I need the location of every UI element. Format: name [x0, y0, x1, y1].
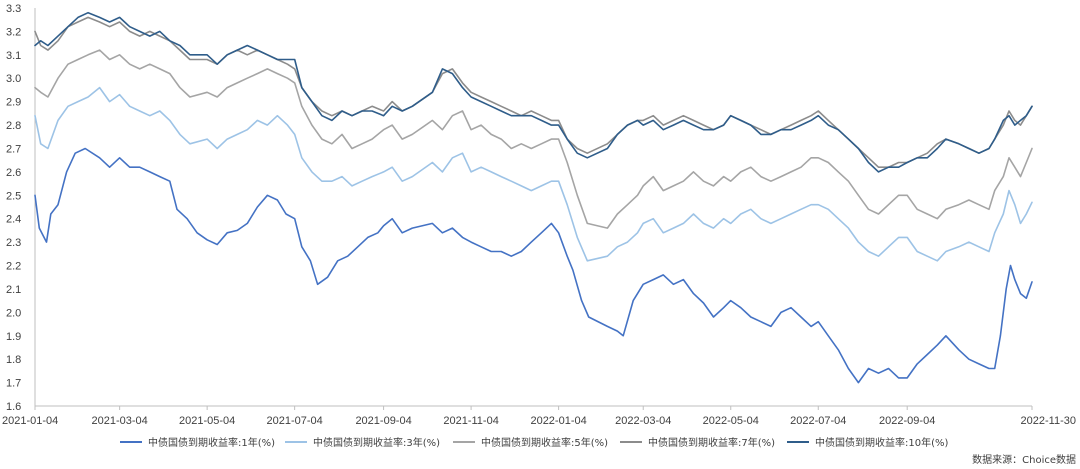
series-line-1 [34, 86, 1033, 262]
y-tick-label: 3.3 [6, 3, 21, 15]
x-tick-label: 2022-05-04 [703, 415, 759, 427]
y-tick-label: 3.2 [6, 26, 21, 38]
legend-label-3: 中债国债到期收益率:7年(%) [648, 436, 775, 449]
series-line-2 [34, 49, 1033, 229]
y-tick-label: 2.2 [6, 261, 21, 273]
y-tick-label: 2.4 [6, 214, 21, 226]
y-tick-label: 2.3 [6, 237, 21, 249]
y-tick-label: 1.6 [6, 401, 21, 413]
y-tick-label: 2.1 [6, 284, 21, 296]
x-tick-label: 2022-01-04 [530, 415, 586, 427]
x-axis: 2021-01-04 2021-03-04 2021-05-04 2021-07-04… [2, 405, 1076, 427]
legend: 中债国债到期收益率:1年(%) 中债国债到期收益率:3年(%) 中债国债到期收益率:… [120, 436, 948, 449]
y-tick-label: 1.9 [6, 331, 21, 343]
x-tick-label: 2022-09-04 [879, 415, 935, 427]
y-tick-label: 2.9 [6, 97, 21, 109]
series-line-0 [34, 147, 1033, 384]
y-tick-label: 1.7 [6, 378, 21, 390]
x-tick-label: 2022-07-04 [790, 415, 846, 427]
y-axis: 1.6 1.7 1.8 1.9 2.0 2.1 2.2 2.3 2.4 2.5 2.6 2.7 2.8 2… [6, 3, 36, 413]
y-tick-label: 1.8 [6, 354, 21, 366]
x-tick-label: 2021-11-04 [443, 415, 498, 427]
legend-label-2: 中债国债到期收益率:5年(%) [481, 436, 608, 449]
x-tick-label: 2021-01-04 [2, 415, 58, 427]
y-tick-label: 3.1 [6, 50, 21, 62]
y-tick-label: 3.0 [6, 73, 21, 85]
legend-label-0: 中债国债到期收益率:1年(%) [148, 436, 275, 449]
x-tick-label: 2022-03-04 [615, 415, 671, 427]
legend-label-1: 中债国债到期收益率:3年(%) [313, 436, 440, 449]
y-tick-label: 2.6 [6, 167, 21, 179]
x-tick-label: 2021-07-04 [267, 415, 323, 427]
y-tick-label: 2.8 [6, 120, 21, 132]
x-tick-label: 2021-09-04 [355, 415, 411, 427]
data-source-note: 数据来源：Choice数据 [972, 453, 1076, 466]
series-line-4 [34, 11, 1033, 173]
y-tick-label: 2.5 [6, 190, 21, 202]
y-tick-label: 2.0 [6, 307, 21, 319]
legend-label-4: 中债国债到期收益率:10年(%) [815, 436, 948, 449]
x-tick-label: 2021-05-04 [179, 415, 235, 427]
x-tick-label: 2022-11-30 [1021, 415, 1076, 427]
y-tick-label: 2.7 [6, 143, 21, 155]
series-layer [34, 11, 1033, 384]
x-tick-label: 2021-03-04 [91, 415, 147, 427]
